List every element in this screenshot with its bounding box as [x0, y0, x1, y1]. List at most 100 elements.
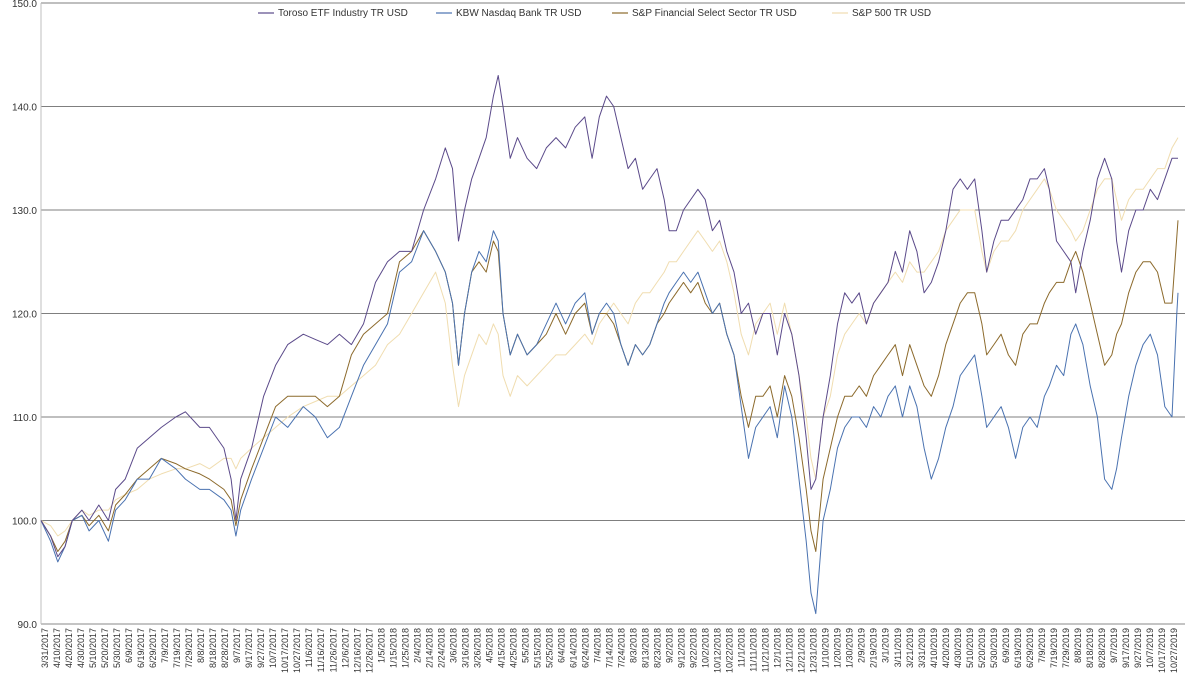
- x-tick-label: 7/9/2019: [1037, 628, 1047, 663]
- x-tick-label: 2/4/2018: [412, 628, 422, 663]
- x-tick-label: 9/12/2018: [677, 628, 687, 668]
- x-tick-label: 9/27/2019: [1133, 628, 1143, 668]
- x-tick-label: 12/1/2018: [773, 628, 783, 668]
- x-tick-label: 8/3/2018: [629, 628, 639, 663]
- x-tick-label: 5/10/2019: [965, 628, 975, 668]
- x-tick-label: 10/7/2017: [268, 628, 278, 668]
- x-tick-label: 5/20/2019: [977, 628, 987, 668]
- series-line-1: [40, 230, 1179, 615]
- legend: Toroso ETF Industry TR USD KBW Nasdaq Ban…: [258, 8, 931, 19]
- x-tick-label: 4/25/2018: [508, 628, 518, 668]
- series-line-3: [40, 137, 1179, 537]
- x-tick-label: 2/19/2019: [869, 628, 879, 668]
- x-tick-label: 4/10/2019: [929, 628, 939, 668]
- x-tick-label: 12/6/2017: [340, 628, 350, 668]
- series-line-0: [40, 75, 1178, 558]
- x-tick-label: 6/29/2019: [1025, 628, 1035, 668]
- x-tick-label: 12/31/2018: [809, 628, 819, 673]
- legend-label: KBW Nasdaq Bank TR USD: [456, 8, 581, 19]
- x-tick-label: 11/21/2018: [761, 628, 771, 672]
- x-tick-label: 4/15/2018: [496, 628, 506, 668]
- x-tick-label: 10/12/2018: [713, 628, 723, 673]
- x-tick-label: 12/16/2017: [352, 628, 362, 673]
- x-tick-label: 10/27/2017: [292, 628, 302, 673]
- x-tick-label: 9/7/2019: [1109, 628, 1119, 663]
- y-tick-label: 120.0: [12, 310, 37, 321]
- x-tick-label: 8/18/2017: [208, 628, 218, 668]
- x-tick-label: 8/28/2017: [220, 628, 230, 668]
- x-tick-label: 9/22/2018: [689, 628, 699, 668]
- x-tick-label: 6/24/2018: [580, 628, 590, 668]
- x-tick-label: 11/1/2018: [737, 628, 747, 667]
- x-tick-label: 5/20/2017: [100, 628, 110, 668]
- x-tick-label: 12/26/2017: [364, 628, 374, 673]
- x-tick-label: 8/23/2018: [653, 628, 663, 668]
- x-tick-label: 3/6/2018: [448, 628, 458, 663]
- x-tick-label: 4/20/2017: [64, 628, 74, 668]
- y-tick-label: 150.0: [12, 0, 37, 10]
- gridlines: [40, 2, 1185, 625]
- x-tick-label: 10/7/2019: [1145, 628, 1155, 668]
- x-tick-label: 7/9/2017: [160, 628, 170, 663]
- x-tick-label: 9/17/2017: [244, 628, 254, 668]
- x-tick-label: 6/9/2017: [124, 628, 134, 663]
- x-tick-label: 7/14/2018: [605, 628, 615, 668]
- x-tick-label: 3/26/2018: [472, 628, 482, 668]
- x-tick-label: 12/11/2018: [785, 628, 795, 672]
- x-tick-label: 7/29/2019: [1061, 628, 1071, 668]
- x-tick-label: 10/17/2019: [1157, 628, 1167, 673]
- x-tick-label: 4/20/2019: [941, 628, 951, 668]
- x-tick-label: 2/9/2019: [857, 628, 867, 663]
- x-tick-label: 1/5/2018: [376, 628, 386, 663]
- x-tick-label: 6/14/2018: [568, 628, 578, 668]
- x-tick-label: 2/14/2018: [424, 628, 434, 668]
- y-tick-label: 130.0: [12, 206, 37, 217]
- x-tick-label: 1/20/2019: [833, 628, 843, 668]
- x-tick-label: 6/4/2018: [556, 628, 566, 663]
- x-tick-label: 5/10/2017: [88, 628, 98, 668]
- x-tick-label: 7/19/2017: [172, 628, 182, 668]
- series-lines: [40, 75, 1179, 615]
- y-tick-label: 90.0: [18, 620, 38, 631]
- x-tick-label: 9/2/2018: [665, 628, 675, 663]
- x-axis-tick-labels: 3/31/2017 4/10/2017 4/20/2017 4/30/2017 5/10…: [40, 628, 1179, 673]
- x-tick-label: 10/22/2018: [725, 628, 735, 673]
- x-tick-label: 4/30/2019: [953, 628, 963, 668]
- x-tick-label: 5/5/2018: [520, 628, 530, 663]
- y-axis-tick-labels: 90.0 100.0 110.0 120.0 130.0 140.0 150.0: [12, 0, 37, 631]
- x-tick-label: 7/29/2017: [184, 628, 194, 668]
- x-tick-label: 10/17/2017: [280, 628, 290, 673]
- x-tick-label: 10/27/2019: [1169, 628, 1179, 673]
- x-tick-label: 8/18/2019: [1085, 628, 1095, 668]
- x-tick-label: 8/13/2018: [641, 628, 651, 668]
- legend-label: S&P 500 TR USD: [852, 8, 931, 19]
- x-tick-label: 1/10/2019: [821, 628, 831, 668]
- x-tick-label: 12/21/2018: [797, 628, 807, 673]
- x-tick-label: 6/9/2019: [1001, 628, 1011, 663]
- x-tick-label: 4/5/2018: [484, 628, 494, 663]
- x-tick-label: 9/27/2017: [256, 628, 266, 668]
- x-tick-label: 3/1/2019: [881, 628, 891, 663]
- x-tick-label: 11/26/2017: [328, 628, 338, 672]
- x-tick-label: 7/19/2019: [1049, 628, 1059, 668]
- x-tick-label: 3/31/2019: [917, 628, 927, 668]
- x-tick-label: 3/16/2018: [460, 628, 470, 668]
- y-tick-label: 110.0: [13, 413, 38, 424]
- x-tick-label: 3/11/2019: [893, 628, 903, 667]
- x-tick-label: 1/30/2019: [845, 628, 855, 668]
- x-tick-label: 6/19/2017: [136, 628, 146, 668]
- x-tick-label: 9/7/2017: [232, 628, 242, 663]
- x-tick-label: 8/8/2019: [1073, 628, 1083, 663]
- x-tick-label: 5/30/2019: [989, 628, 999, 668]
- x-tick-label: 7/24/2018: [617, 628, 627, 668]
- series-line-2: [40, 220, 1179, 552]
- x-tick-label: 10/2/2018: [701, 628, 711, 668]
- x-tick-label: 5/30/2017: [112, 628, 122, 668]
- x-tick-label: 5/15/2018: [532, 628, 542, 668]
- y-tick-label: 100.0: [12, 517, 37, 528]
- x-tick-label: 6/19/2019: [1013, 628, 1023, 668]
- x-tick-label: 1/25/2018: [400, 628, 410, 668]
- x-tick-label: 4/30/2017: [76, 628, 86, 668]
- x-tick-label: 8/28/2019: [1097, 628, 1107, 668]
